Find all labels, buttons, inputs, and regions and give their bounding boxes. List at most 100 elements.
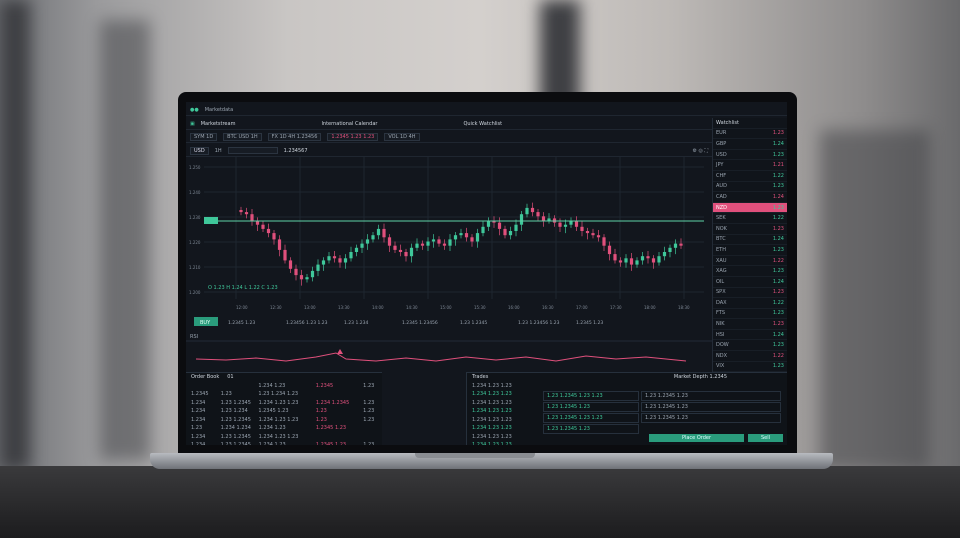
watchlist-symbol: NIK	[716, 321, 725, 328]
candle	[261, 224, 265, 229]
toolbar-group[interactable]: 1.2345 1.23 1.23	[327, 132, 379, 141]
watchlist-price: 1.22	[772, 352, 784, 359]
candle	[426, 241, 430, 246]
order-cell: 1.23 1.234 1.23	[258, 391, 299, 398]
watchlist-row[interactable]: DOW 1.23	[713, 340, 787, 352]
candle	[343, 258, 348, 263]
symbol-search-input[interactable]	[227, 147, 278, 154]
order-cell: 1.234 1.23	[258, 382, 286, 389]
watchlist-row[interactable]: NIK 1.23	[713, 319, 787, 330]
watchlist-row[interactable]: GBP 1.24	[713, 139, 787, 150]
calendar-link[interactable]: International Calendar	[321, 120, 378, 127]
buy-button[interactable]	[194, 317, 218, 326]
candle	[305, 277, 309, 280]
settings-icon[interactable]: ⚙ ◎ ⛶	[692, 147, 708, 154]
watchlist-row[interactable]: XAU 1.22	[713, 256, 787, 267]
place-order-button[interactable]: Place Order	[649, 434, 744, 442]
oscillator-label: RSI	[190, 334, 198, 340]
panel-tab[interactable]: 01	[227, 374, 234, 381]
sell-button[interactable]: Sell	[748, 434, 783, 442]
order-cell: 1.23 1.234	[220, 408, 248, 415]
candle	[558, 222, 562, 227]
order-book-row[interactable]: 1.234 1.23 1.234 1.2345 1.23 1.23 1.23	[186, 407, 382, 416]
watchlist-link[interactable]: Quick Watchlist	[463, 120, 503, 127]
trade-row: 1.234 1.23 1.23	[472, 433, 512, 440]
interval-button[interactable]: 1H	[214, 147, 222, 154]
candle	[415, 243, 419, 248]
watchlist-row[interactable]: OIL 1.24	[713, 277, 787, 288]
current-price: 1.234567	[283, 147, 308, 154]
candle	[574, 220, 579, 227]
candle	[387, 237, 392, 246]
watchlist-row[interactable]: SPX 1.23	[713, 288, 787, 299]
depth-row[interactable]: 1.23 1.2345 1.23 1.23	[543, 413, 639, 423]
watchlist-row[interactable]: VIX 1.23	[713, 362, 787, 373]
order-book-row[interactable]: 1.234 1.23 1.2345 1.234 1.23 1.23 1.23 1.23	[186, 416, 382, 425]
order-book-row[interactable]: 1.234 1.23 1.2345 1.23	[186, 382, 382, 391]
toolbar-group[interactable]: SYM 1D	[190, 132, 218, 141]
depth-row[interactable]: 1.23 1.2345 1.23	[543, 402, 639, 412]
candle	[244, 212, 249, 215]
watchlist-row[interactable]: SEK 1.22	[713, 213, 787, 224]
price-chart[interactable]: O 1.23 H 1.24 L 1.22 C 1.23 1.250 1.240 1.…	[186, 157, 712, 372]
app-name[interactable]: Marketstream	[200, 120, 236, 127]
candle	[486, 220, 491, 227]
watchlist-row[interactable]: AUD 1.23	[713, 182, 787, 193]
watchlist-row[interactable]: BTC 1.24	[713, 235, 787, 246]
watchlist-row[interactable]: HSI 1.24	[713, 330, 787, 341]
watchlist-row[interactable]: ETH 1.23	[713, 245, 787, 256]
x-tick-label: 13:00	[304, 305, 316, 310]
candle	[569, 220, 573, 225]
candle	[541, 216, 546, 221]
watchlist-row[interactable]: NDX 1.22	[713, 351, 787, 362]
depth-value: 1.23 1.2345 1.23	[547, 404, 590, 410]
toolbar-group[interactable]: BTC USD 1H	[223, 132, 262, 141]
watchlist-row[interactable]: FTS 1.23	[713, 309, 787, 320]
watchlist-symbol: GBP	[716, 140, 727, 147]
depth-row[interactable]: 1.23 1.2345 1.23	[641, 391, 781, 401]
watchlist-row[interactable]: EUR 1.23	[713, 129, 787, 140]
watchlist-price: 1.24	[772, 278, 784, 285]
candle	[321, 260, 326, 265]
candle	[354, 247, 359, 252]
watchlist-row[interactable]: NOK 1.23	[713, 224, 787, 235]
order-cell: 1.23	[191, 425, 203, 432]
depth-row[interactable]: 1.23 1.2345 1.23	[543, 424, 639, 434]
watchlist-symbol: NOK	[716, 225, 727, 232]
toolbar-group[interactable]: VOL 1D 4H	[384, 132, 420, 141]
depth-value: 1.23 1.2345 1.23	[547, 426, 590, 432]
info-value: 1.2345 1.23456	[402, 320, 438, 326]
candle	[442, 243, 447, 246]
watchlist-row[interactable]: XAG 1.23	[713, 266, 787, 277]
order-book-row[interactable]: 1.2345 1.23 1.23 1.234 1.23	[186, 390, 382, 399]
candle	[376, 228, 381, 236]
y-tick-label: 1.210	[189, 265, 201, 270]
buy-button-label: BUY	[200, 320, 211, 326]
watchlist-price: 1.22	[772, 215, 784, 222]
window-dots-icon: ●●	[190, 106, 199, 113]
order-cell: 1.23 1.2345	[221, 442, 251, 445]
symbol-button[interactable]: USD	[190, 146, 209, 155]
order-book-row[interactable]: 1.234 1.23 1.2345 1.234 1.23 1.23 1.234 1.2…	[186, 399, 382, 408]
watchlist-row[interactable]: CHF 1.22	[713, 171, 787, 182]
watchlist-symbol: NZD	[716, 204, 728, 211]
watchlist-row[interactable]: NZD 1.23	[713, 202, 787, 214]
order-book-row[interactable]: 1.234 1.23 1.2345 1.234 1.23 1.23	[186, 433, 382, 442]
depth-row[interactable]: 1.23 1.2345 1.23 1.23	[543, 391, 639, 401]
watchlist-row[interactable]: CAD 1.24	[713, 192, 787, 203]
watchlist-price: 1.23	[772, 130, 784, 137]
depth-row[interactable]: 1.23 1.2345 1.23	[641, 413, 781, 423]
x-tick-label: 13:30	[338, 305, 350, 310]
toolbar-group[interactable]: FX 1D 4H 1.23456	[267, 132, 322, 141]
candle	[492, 220, 496, 223]
info-value: 1.23 1.234	[344, 320, 368, 326]
candle	[646, 256, 650, 259]
watchlist-symbol: EUR	[716, 130, 727, 137]
watchlist-row[interactable]: DAX 1.22	[713, 298, 787, 309]
depth-row[interactable]: 1.23 1.2345 1.23	[641, 402, 781, 412]
watchlist-row[interactable]: USD 1.23	[713, 150, 787, 161]
watchlist-row[interactable]: JPY 1.21	[713, 160, 787, 171]
order-book-row[interactable]: 1.23 1.234 1.234 1.234 1.23 1.2345 1.23	[186, 424, 382, 433]
order-book-row[interactable]: 1.234 1.23 1.2345 1.234 1.23 1.2345 1.23 1.2…	[186, 441, 382, 445]
candle	[393, 245, 397, 250]
